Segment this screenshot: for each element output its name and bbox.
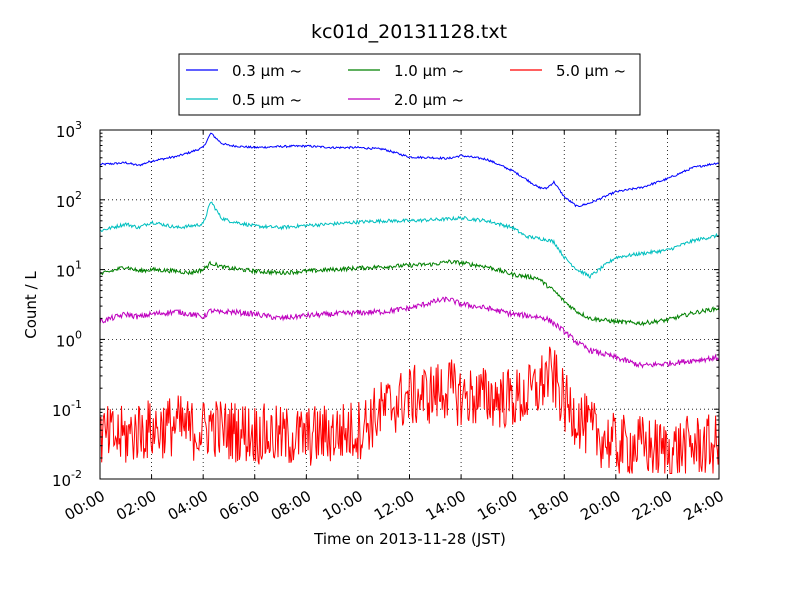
x-tick-labels: 00:00 02:00 04:00 06:00 08:00 10:00 12:00 14:00… [62, 487, 727, 524]
chart-title: kc01d_20131128.txt [311, 21, 507, 43]
x-tick-label: 08:00 [268, 487, 314, 524]
series-line [100, 201, 719, 279]
x-tick-label: 20:00 [577, 487, 623, 524]
series-line [100, 259, 719, 327]
legend: 0.3 μm ~ 0.5 μm ~ 1.0 μm ~ 2.0 μm ~ 5.0 μm ~ [178, 53, 641, 116]
y-tick-label: 100 [56, 328, 82, 350]
x-tick-label: 18:00 [526, 487, 572, 524]
x-tick-label: 16:00 [474, 487, 520, 524]
y-axis-label: Count / L [22, 271, 40, 339]
x-tick-label: 04:00 [165, 487, 211, 524]
plot-lines [100, 132, 719, 474]
legend-label: 2.0 μm ~ [394, 91, 464, 109]
series-line [100, 346, 719, 474]
y-tick-label: 103 [56, 119, 82, 141]
x-tick-label: 22:00 [629, 487, 675, 524]
y-tick-label: 10-1 [52, 398, 82, 420]
series-line [100, 296, 719, 369]
legend-label: 0.3 μm ~ [232, 62, 302, 80]
legend-label: 0.5 μm ~ [232, 91, 302, 109]
legend-label: 1.0 μm ~ [394, 62, 464, 80]
x-tick-label: 00:00 [62, 487, 108, 524]
axis-ticks [99, 129, 720, 480]
legend-box [178, 53, 641, 116]
legend-label: 5.0 μm ~ [556, 62, 626, 80]
x-axis-label: Time on 2013-11-28 (JST) [313, 530, 506, 548]
x-tick-label: 10:00 [319, 487, 365, 524]
y-tick-label: 10-2 [52, 468, 82, 490]
x-tick-label: 02:00 [113, 487, 159, 524]
y-tick-label: 101 [56, 259, 82, 281]
x-tick-label: 24:00 [681, 487, 727, 524]
x-tick-label: 06:00 [216, 487, 262, 524]
series-line [100, 132, 719, 208]
y-tick-labels: 10-2 10-1 100 101 102 103 [52, 119, 82, 490]
x-tick-label: 12:00 [371, 487, 417, 524]
x-tick-label: 14:00 [423, 487, 469, 524]
y-tick-label: 102 [56, 189, 82, 211]
